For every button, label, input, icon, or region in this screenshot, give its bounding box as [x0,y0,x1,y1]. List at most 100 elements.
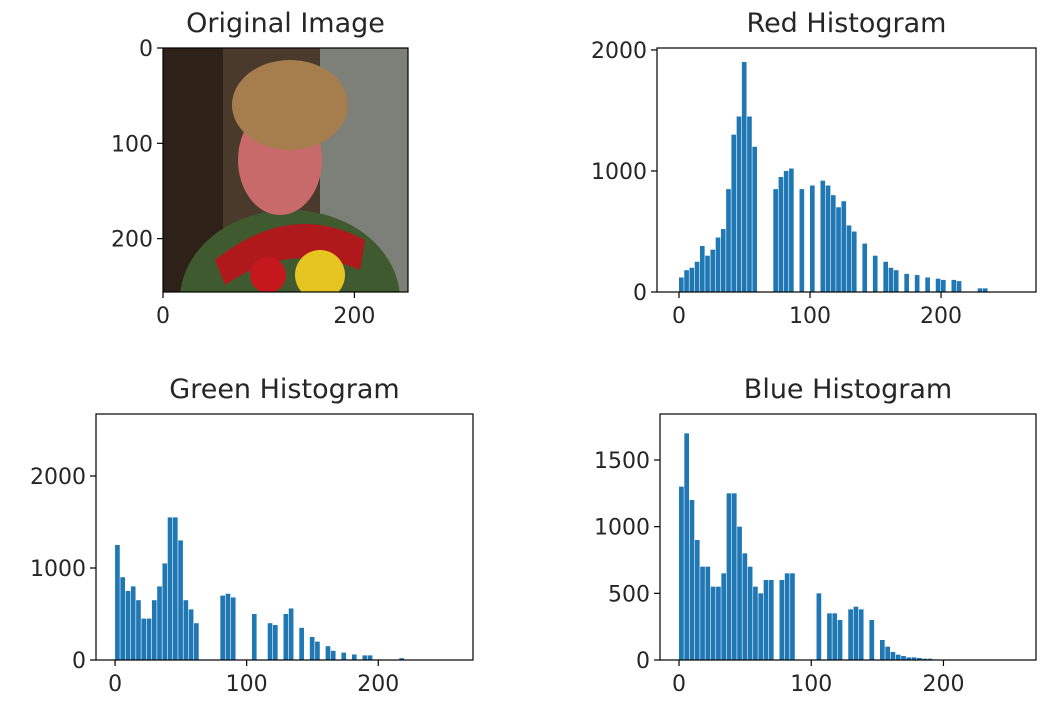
histogram-bar [736,116,742,292]
y-tick-label: 0 [139,37,153,62]
histogram-bar [341,652,347,660]
y-tick-label: 0 [72,649,86,674]
histogram-bar [848,609,853,660]
histogram-bar [188,609,194,660]
histogram-bar [862,243,868,292]
x-tick-label: 0 [108,672,122,697]
histogram-bar [726,493,732,660]
x-tick-label: 200 [333,304,375,329]
histogram-bar [883,261,889,292]
histogram-bar [715,237,721,292]
histogram-bar [820,180,826,292]
histogram-bar [183,600,189,660]
histogram-bar [890,652,896,660]
x-tick-label: 0 [156,304,170,329]
histogram-bar [125,591,131,660]
histogram-bar [783,170,789,292]
histogram-bar [330,650,336,660]
histogram-bar [982,288,988,292]
subplot-title: Original Image [186,8,385,39]
histogram-bar [911,657,917,660]
histogram-bar [700,566,705,660]
histogram-bar [705,255,710,292]
axes-frame [162,47,409,293]
y-tick-label: 2000 [591,39,647,64]
histogram-bar [309,637,315,660]
histogram-bar [917,658,922,660]
histogram-bar [689,267,695,292]
histogram-bar [694,261,700,292]
histogram-bar [901,656,906,660]
histogram-bar [146,618,152,660]
histogram-bar [251,614,257,660]
histogram-bar [684,433,690,660]
histogram-bar [879,640,885,660]
histogram-bar [679,486,684,660]
histogram-bar [768,580,774,660]
histogram-bar [130,586,136,660]
histogram-bar [737,526,742,660]
y-tick-label: 200 [111,228,153,253]
axes-frame [659,413,1037,661]
histogram-bar [288,608,294,660]
histogram-bar [790,573,795,660]
histogram-bar [778,177,784,292]
x-tick-label: 200 [922,672,964,697]
histogram-bar [225,593,231,660]
histogram-bar [151,600,157,660]
histogram-bar [172,517,178,660]
histogram-bar [731,493,737,660]
histogram-bar [162,563,168,660]
histogram-bar [904,273,909,292]
y-tick-label: 2000 [30,465,86,490]
histogram-bar [167,517,173,660]
histogram-bar [763,580,769,660]
histogram-bar [925,277,930,292]
histogram-bar [858,609,864,660]
histogram-bar [694,540,700,660]
y-tick-label: 1000 [591,160,647,185]
histogram-bar [283,614,289,660]
x-tick-label: 100 [790,672,832,697]
histogram-bar [872,255,878,292]
histogram-bar [351,654,357,660]
x-tick-label: 0 [672,304,686,329]
x-tick-label: 100 [226,672,268,697]
y-tick-label: 1500 [594,449,650,474]
histogram-bar [367,655,373,660]
histogram-bar [194,623,199,660]
histogram-bar [977,288,983,292]
histogram-bar [753,586,758,660]
histogram-bar [789,168,794,292]
image-content [163,48,408,292]
histogram-bar [906,657,912,660]
histogram-bar [816,593,822,660]
histogram-bar [699,246,705,292]
histogram-bar [851,231,857,292]
x-tick-label: 200 [920,304,962,329]
subplot-title: Green Histogram [169,374,399,405]
histogram-bar [927,658,933,660]
histogram-bar [888,267,894,292]
histogram-bar [720,229,726,292]
histogram-bar [779,580,785,660]
histogram-bar [178,540,183,660]
histogram-bar [935,278,941,292]
histogram-bar [841,201,847,292]
histogram-bar [362,655,368,660]
histogram-bar [120,577,126,660]
histogram-bar [742,553,748,660]
histogram-bar [758,593,764,660]
histogram-bar [679,277,684,292]
histogram-bar [726,189,731,292]
histogram-bar [267,623,273,660]
y-tick-label: 0 [633,281,647,306]
histogram-bar [853,606,859,660]
histogram-bar [115,545,120,660]
histogram-bar [299,627,304,660]
y-tick-label: 1000 [594,516,650,541]
histogram-bar [941,279,946,292]
axes-frame [95,413,474,661]
histogram-bar [827,613,832,660]
